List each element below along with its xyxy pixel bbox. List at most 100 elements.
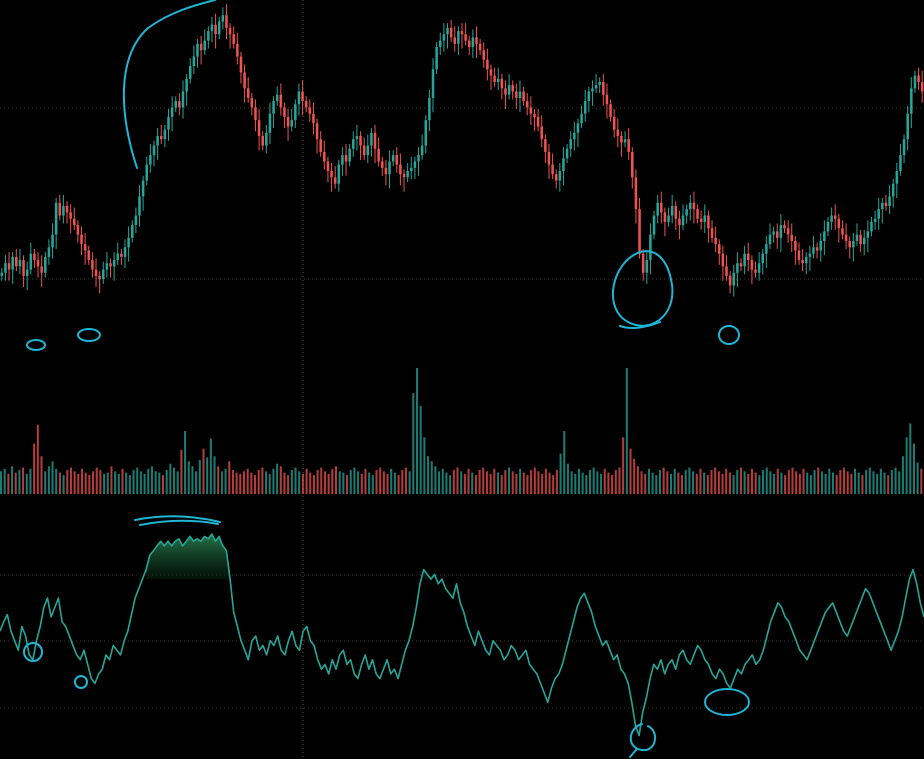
volume-bar <box>692 471 695 494</box>
volume-bar <box>467 468 470 494</box>
volume-bar <box>831 472 834 494</box>
annotation-rsi-circle-2 <box>74 675 88 689</box>
volume-bar <box>191 466 194 494</box>
candle <box>562 147 565 186</box>
candle <box>102 261 105 284</box>
candle-body <box>76 225 80 235</box>
candle <box>551 153 554 179</box>
candle-body <box>65 205 69 213</box>
candle <box>808 245 812 272</box>
volume-bar <box>872 471 875 494</box>
candle-body <box>837 218 841 229</box>
candle-body <box>391 155 395 162</box>
candle-body <box>83 244 87 251</box>
candle <box>11 252 14 284</box>
candle-body <box>134 215 138 226</box>
candle <box>602 74 605 106</box>
candle <box>163 124 167 148</box>
candle-body <box>667 215 670 222</box>
volume-bar <box>29 468 32 494</box>
volume-bar <box>209 438 212 494</box>
candle <box>199 35 203 65</box>
volume-bar <box>857 472 860 494</box>
volume-bar <box>706 475 709 494</box>
volume-bar <box>434 466 437 494</box>
candle <box>156 128 159 160</box>
volume-bar <box>508 467 511 494</box>
candle-body <box>569 139 572 149</box>
candle-body <box>323 151 326 162</box>
volume-bar <box>519 468 522 494</box>
volume-bar <box>655 475 658 494</box>
candle <box>580 105 583 129</box>
candle-body <box>565 148 569 159</box>
candle <box>540 115 543 148</box>
volume-bar <box>334 466 338 494</box>
candle <box>286 108 290 141</box>
candle <box>837 213 841 243</box>
volume-bar <box>449 475 452 494</box>
candle-body <box>790 234 794 241</box>
candle <box>420 134 424 160</box>
volume-bar <box>493 468 496 494</box>
candle <box>355 124 359 151</box>
candle <box>381 156 384 176</box>
candle-body <box>272 101 275 114</box>
candle <box>859 229 862 253</box>
candle-body <box>580 113 583 124</box>
candle <box>352 131 355 157</box>
candle-body <box>786 228 790 235</box>
volume-bar <box>309 472 312 494</box>
volume-bar <box>360 473 363 494</box>
volume-bar <box>920 468 923 494</box>
volume-bar <box>806 472 809 494</box>
volume-bar <box>114 471 117 494</box>
candle-body <box>616 129 620 137</box>
volume-bar <box>478 470 481 494</box>
candle-body <box>149 155 152 165</box>
candle <box>768 223 772 249</box>
candle <box>714 226 717 253</box>
candle <box>236 32 239 65</box>
volume-bar <box>106 472 109 494</box>
candle-body <box>920 81 924 92</box>
candle-body <box>594 85 598 89</box>
volume-bar <box>452 470 455 494</box>
rsi-line <box>0 533 924 737</box>
volume-bar <box>44 471 47 494</box>
volume-bar <box>695 473 698 494</box>
volume-bar <box>828 468 831 494</box>
candle-body <box>855 234 859 241</box>
candle <box>489 64 493 90</box>
volume-bar <box>732 475 735 494</box>
candle-body <box>438 40 442 47</box>
candle <box>141 175 145 211</box>
candle <box>145 156 149 186</box>
candle <box>739 258 743 272</box>
candle-body <box>127 237 130 248</box>
candle <box>388 150 391 189</box>
candle <box>402 169 406 192</box>
candle-body <box>554 174 558 181</box>
candle <box>482 42 486 68</box>
volume-bar <box>180 449 183 494</box>
candle-body <box>87 250 91 261</box>
volume-bar <box>710 470 713 494</box>
candle-body <box>207 31 210 41</box>
volume-bar <box>916 462 919 494</box>
candle <box>453 26 457 52</box>
candle-body <box>22 260 25 276</box>
candle-body <box>308 107 312 114</box>
candle-body <box>757 263 761 273</box>
candle <box>449 19 453 43</box>
candle <box>51 223 54 259</box>
candle <box>330 163 333 192</box>
volume-bar <box>651 472 654 494</box>
candle-body <box>464 34 467 41</box>
volume-bar <box>883 472 886 494</box>
candle-body <box>801 260 804 264</box>
volume-bar <box>136 467 139 494</box>
candle <box>692 191 696 224</box>
